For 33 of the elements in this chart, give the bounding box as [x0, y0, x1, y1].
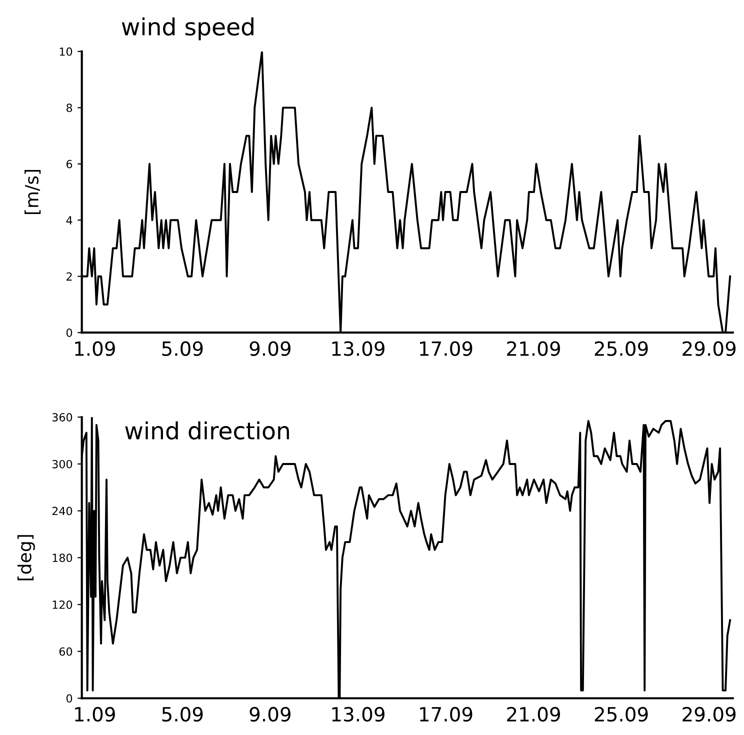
y-tick-label: 120: [52, 600, 72, 609]
x-tick-label: 25.09: [594, 706, 648, 722]
chart-title: wind speed: [122, 17, 254, 40]
y-tick-label: 180: [52, 554, 72, 562]
x-tick-label: 9.09: [250, 341, 290, 356]
y-tick-label: 4: [66, 216, 72, 224]
x-tick-label: 29.09: [682, 341, 736, 356]
x-tick-label: 13.09: [332, 706, 384, 722]
x-tick-label: 21.09: [507, 341, 560, 356]
x-tick-label: 5.09: [162, 706, 203, 722]
y-tick-label: 10: [60, 47, 72, 56]
x-tick-label: 5.09: [162, 341, 203, 356]
y-tick-label: 0: [66, 694, 72, 703]
chart-title: wind direction: [125, 421, 289, 440]
y-tick-label: 360: [52, 413, 72, 422]
y-tick-label: 0: [66, 328, 72, 337]
y-tick-label: 240: [52, 506, 72, 516]
y-axis-title: [deg]: [17, 535, 35, 580]
x-tick-label: 17.09: [420, 341, 472, 356]
y-axis-title: [m/s]: [24, 170, 41, 214]
x-tick-label: 13.09: [332, 341, 384, 356]
y-tick-label: 300: [52, 460, 72, 468]
x-tick-label: 17.09: [420, 706, 472, 722]
x-tick-label: 9.09: [250, 706, 290, 722]
x-tick-label: 1.09: [75, 341, 115, 356]
x-tick-label: 25.09: [594, 341, 648, 356]
y-tick-label: 2: [66, 272, 72, 281]
y-tick-label: 6: [66, 160, 72, 168]
y-tick-label: 8: [66, 104, 72, 112]
x-tick-label: 1.09: [75, 706, 115, 722]
x-tick-label: 29.09: [682, 706, 736, 722]
y-tick-label: 60: [59, 647, 72, 656]
x-tick-label: 21.09: [507, 706, 560, 722]
